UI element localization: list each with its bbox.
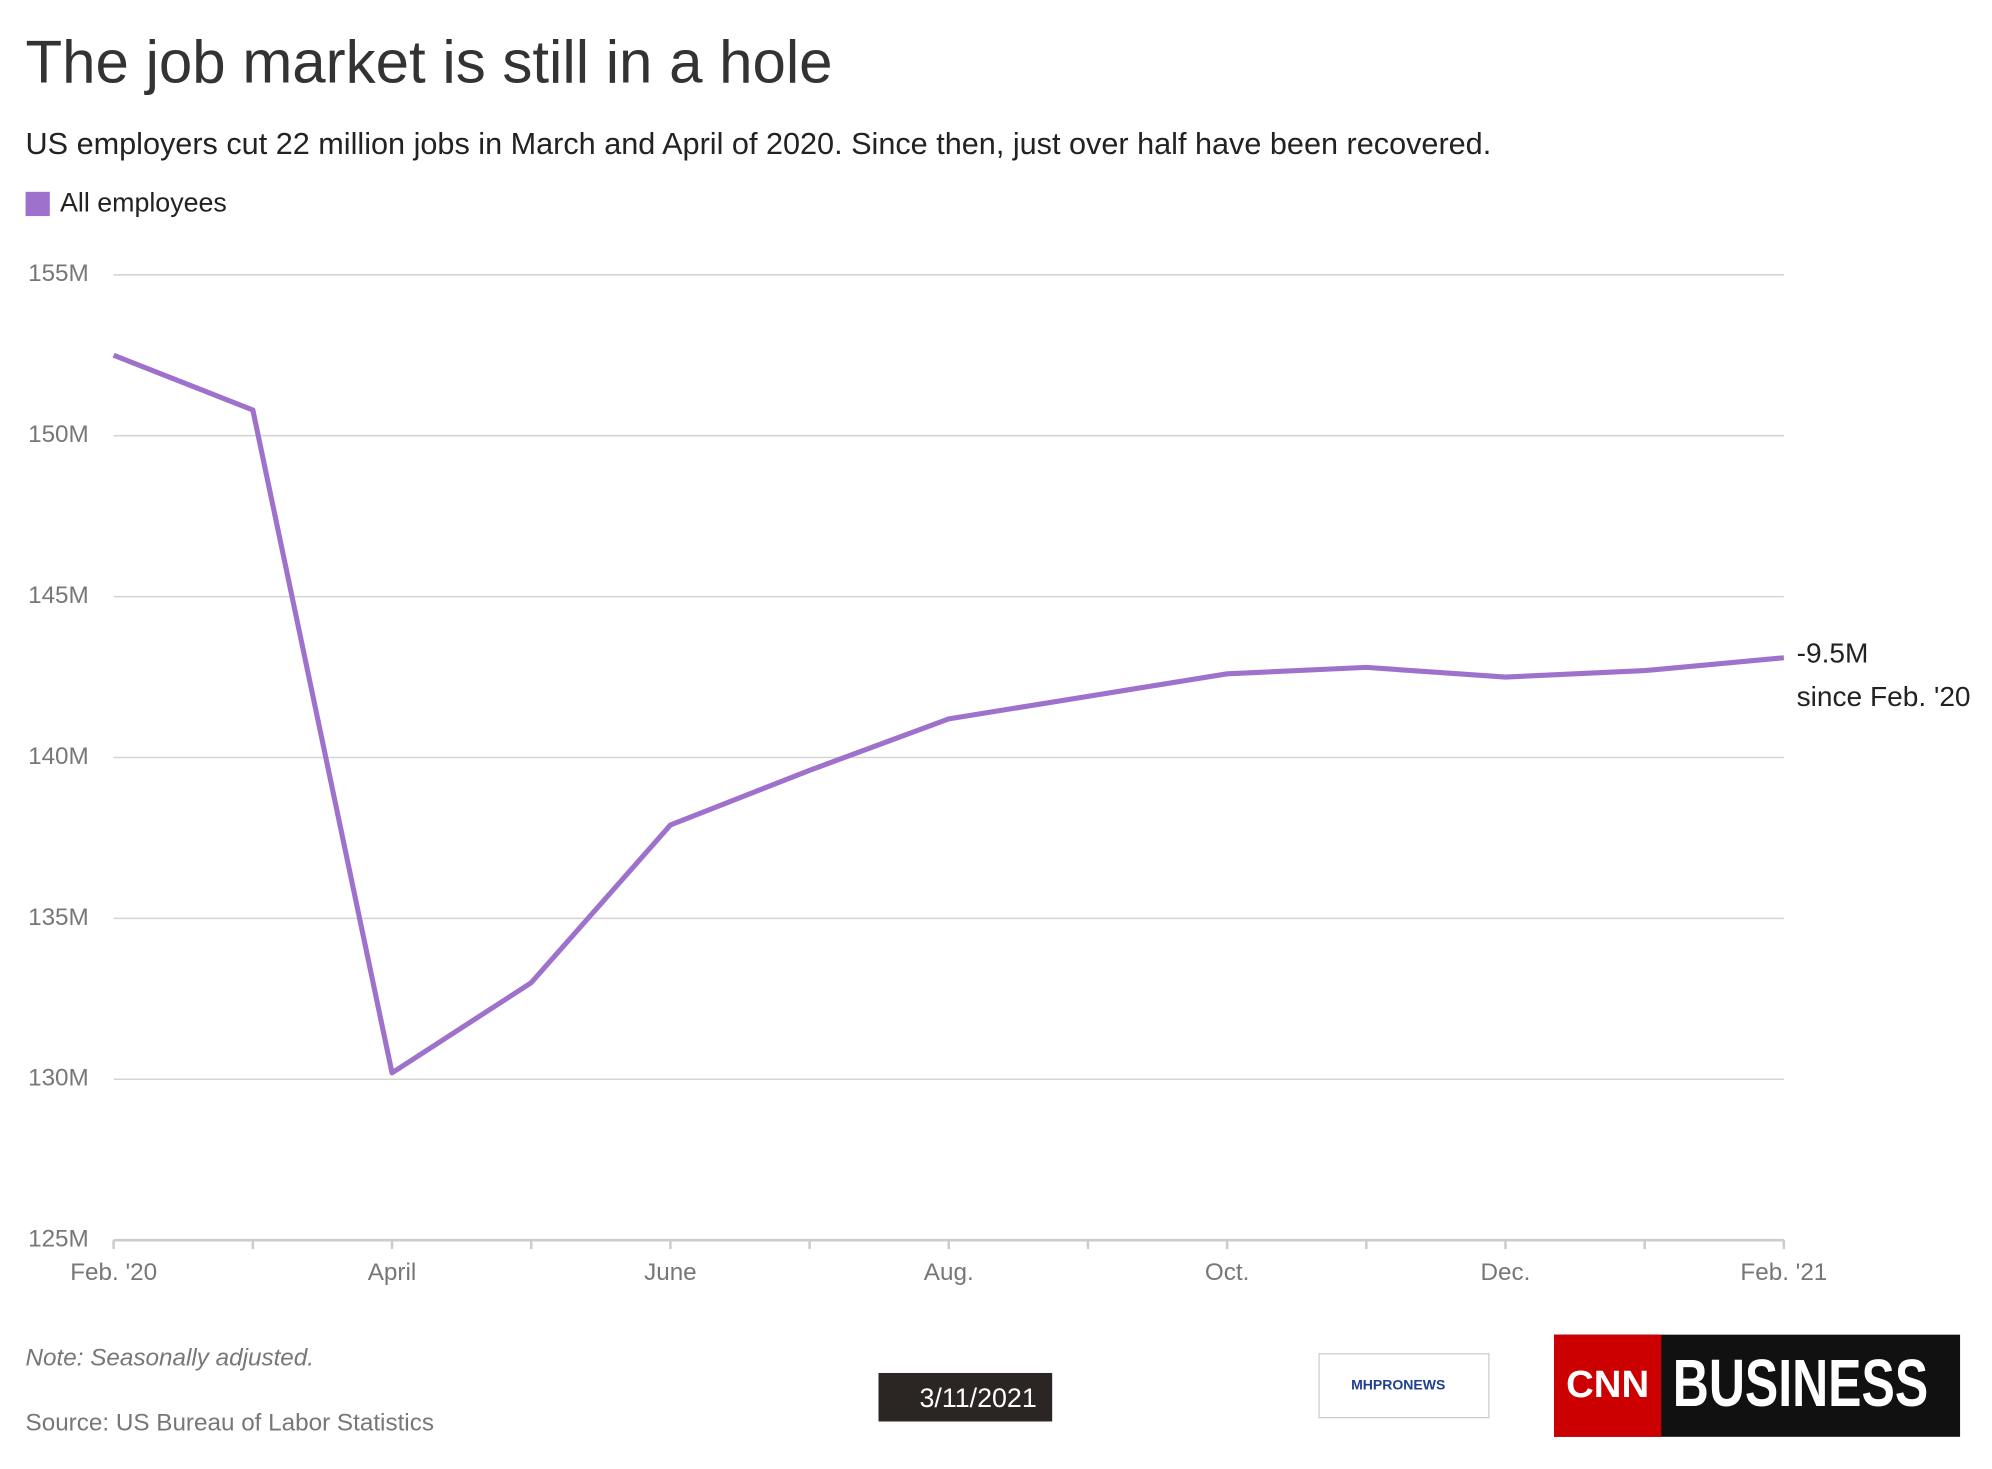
logo-business: BUSINESS [1673,1347,1928,1421]
legend-swatch [25,191,50,217]
logo-box [1318,1353,1490,1419]
y-tick-label: 145M [28,582,89,609]
chart-title: The job market is still in a hole [26,29,833,96]
y-tick-label: 155M [28,260,89,287]
x-tick-label: Dec. [1481,1259,1531,1286]
date: 3/11/2021 [920,1383,1037,1413]
chart-subtitle: US employers cut 22 million jobs in Marc… [26,127,1492,161]
line [112,352,1785,1076]
y-tick-label: 130M [28,1065,89,1092]
note: Note: Seasonally adjusted. [26,1344,315,1371]
y-tick-label: 135M [28,904,89,931]
x-tick-label: Aug. [924,1259,974,1286]
cnn-box [1554,1334,1662,1437]
x-tick-label: April [368,1259,417,1286]
x-tick-label: Feb. '21 [1740,1259,1827,1286]
y-tick-label: 150M [28,421,89,448]
logo-left: MHPRONEWS [1351,1376,1445,1392]
x-tick-label: Oct. [1205,1259,1249,1286]
date-box [878,1372,1053,1422]
x-tick-label: June [644,1259,697,1286]
x-tick-label: Feb. '20 [70,1259,157,1286]
source: Source: US Bureau of Labor Statistics [26,1409,434,1436]
legend-label: All employees [60,188,227,218]
logo-cnn: CNN [1566,1363,1649,1406]
annotation: -9.5M [1797,638,1869,669]
y-tick-label: 140M [28,743,89,770]
y-tick-label: 125M [28,1226,89,1253]
annotation: since Feb. '20 [1797,681,1971,712]
